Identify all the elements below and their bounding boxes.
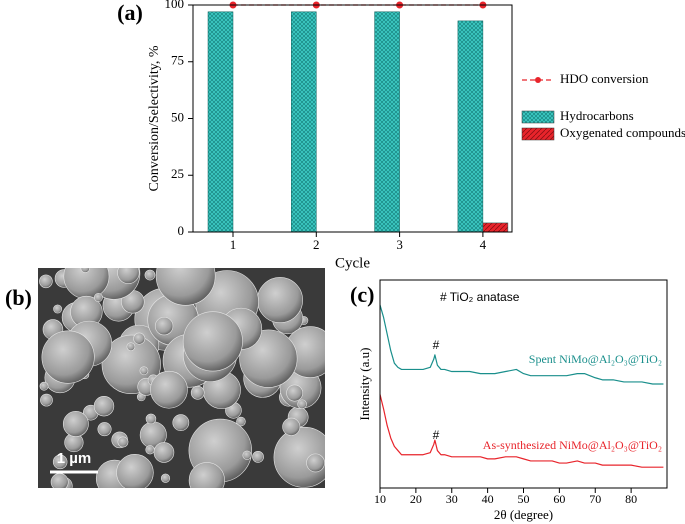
particle xyxy=(117,268,140,284)
particle xyxy=(150,370,188,409)
particle xyxy=(63,268,110,300)
particle xyxy=(242,450,252,460)
sem-image xyxy=(38,268,325,488)
legend-swatch xyxy=(521,110,555,124)
particle xyxy=(40,393,53,407)
particle xyxy=(139,366,149,376)
x-tick-label: 50 xyxy=(518,492,530,506)
particle xyxy=(188,462,225,488)
series-label: Spent NiMo@Al₂O₃@TiO₂ xyxy=(529,352,662,366)
particle xyxy=(153,442,175,463)
x-axis-label: Cycle xyxy=(335,255,370,271)
particle xyxy=(117,436,129,448)
y-tick-label: 100 xyxy=(165,0,185,11)
annotation: # TiO₂ anatase xyxy=(440,290,520,304)
particle xyxy=(52,454,68,470)
bar xyxy=(482,222,509,233)
particle xyxy=(41,330,95,384)
x-tick-label: 40 xyxy=(482,492,494,506)
particle xyxy=(190,385,205,400)
bar xyxy=(207,11,234,233)
particle xyxy=(297,399,307,410)
x-tick-label: 3 xyxy=(396,237,403,252)
particle xyxy=(133,332,146,345)
particle xyxy=(39,381,49,391)
series-label: As-synthesized NiMo@Al₂O₃@TiO₂ xyxy=(483,438,662,452)
particle xyxy=(273,426,325,488)
annotation: # xyxy=(433,428,440,442)
plot-frame xyxy=(379,279,668,489)
x-tick-label: 4 xyxy=(480,237,487,252)
particle xyxy=(154,316,174,336)
particle xyxy=(182,311,243,372)
particle xyxy=(236,416,246,427)
particle xyxy=(306,453,325,473)
panel-label: (b) xyxy=(5,285,32,310)
bar xyxy=(374,11,400,233)
x-tick-label: 70 xyxy=(589,492,601,506)
line xyxy=(379,304,664,385)
particle xyxy=(282,417,301,436)
particle xyxy=(145,413,157,425)
particle xyxy=(80,268,90,273)
particle xyxy=(145,445,155,455)
particle xyxy=(160,473,171,483)
particle xyxy=(286,384,304,402)
particle xyxy=(53,304,63,314)
particle xyxy=(97,422,112,437)
panel-label: (a) xyxy=(117,0,143,25)
scale-bar-label: 1 µm xyxy=(57,450,92,467)
y-tick-label: 50 xyxy=(171,109,184,124)
y-axis-label: Intensity (a.u) xyxy=(357,348,372,421)
particle xyxy=(144,269,156,281)
x-tick-label: 60 xyxy=(553,492,565,506)
x-tick-label: 10 xyxy=(374,492,386,506)
bar xyxy=(291,11,317,233)
x-tick-label: 1 xyxy=(230,237,237,252)
y-axis-label: Conversion/Selectivity, % xyxy=(147,45,162,191)
particle xyxy=(116,453,154,488)
particle xyxy=(93,395,115,417)
x-tick-label: 2 xyxy=(313,237,320,252)
legend-label: Hydrocarbons xyxy=(560,108,634,123)
particle xyxy=(252,450,264,463)
legend-swatch xyxy=(521,127,555,141)
plot-frame xyxy=(192,4,513,233)
particle xyxy=(172,414,190,431)
y-tick-label: 0 xyxy=(178,223,185,238)
annotation: # xyxy=(433,338,440,352)
y-tick-label: 25 xyxy=(171,166,184,181)
particle xyxy=(62,411,89,437)
line xyxy=(379,394,664,468)
particle xyxy=(155,268,216,306)
particle xyxy=(93,293,103,302)
particle xyxy=(126,342,136,351)
legend-label: Oxygenated compounds xyxy=(560,125,685,140)
panel-label: (c) xyxy=(350,282,374,307)
x-tick-label: 80 xyxy=(625,492,637,506)
bar xyxy=(457,20,484,233)
legend-label: HDO conversion xyxy=(560,71,649,86)
particle xyxy=(39,274,53,289)
particle xyxy=(257,277,303,323)
x-tick-label: 30 xyxy=(446,492,458,506)
x-axis-label: 2θ (degree) xyxy=(494,507,553,522)
sem-particles xyxy=(39,268,325,488)
particle xyxy=(50,473,69,488)
x-tick-label: 20 xyxy=(410,492,422,506)
y-tick-label: 75 xyxy=(171,53,184,68)
legend-marker xyxy=(535,77,541,83)
